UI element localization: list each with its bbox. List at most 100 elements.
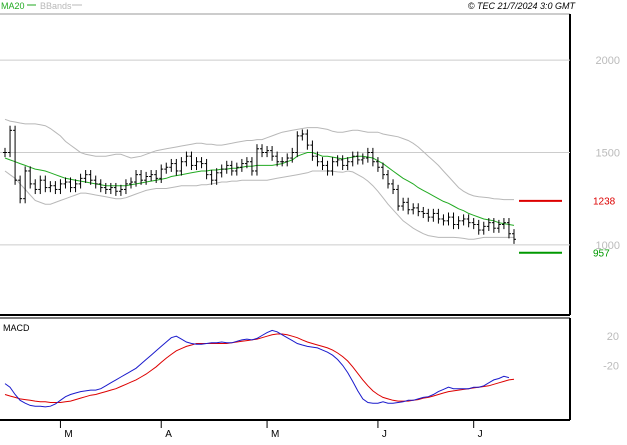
price-bar [234, 162, 239, 176]
price-bar [254, 144, 259, 176]
resistance-level-label: 1238 [593, 196, 616, 207]
price-bar [320, 157, 325, 171]
price-bar [491, 218, 496, 233]
price-bar [365, 147, 370, 163]
macd-title: MACD [3, 323, 30, 333]
macd-line [4, 329, 510, 408]
price-bar [275, 151, 280, 167]
price-bar [260, 144, 265, 158]
price-bar [501, 218, 506, 230]
ma20-line [4, 152, 515, 226]
price-bar [53, 181, 58, 195]
macd-tick-labels: 20 -20 [603, 331, 619, 372]
price-bar [406, 197, 411, 215]
signal-line [4, 333, 515, 403]
price-bar [391, 179, 396, 195]
month-label: M [64, 429, 72, 440]
price-bar [305, 129, 310, 150]
price-tick-label: 2000 [596, 55, 620, 67]
macd-tick-label: -20 [603, 360, 619, 372]
price-bar [98, 179, 103, 193]
price-bar [88, 170, 93, 185]
price-bar [330, 157, 335, 176]
price-panel: 2000 1500 1000 1238 957 [0, 13, 620, 316]
price-bar [451, 212, 456, 230]
price-bar [411, 203, 416, 215]
price-bar [229, 160, 234, 176]
price-bar [194, 157, 199, 171]
price-bar [214, 168, 219, 185]
price-bar [270, 146, 275, 161]
price-bar [174, 158, 179, 176]
price-bar [78, 173, 83, 189]
price-bar [486, 218, 491, 231]
price-bar [441, 214, 446, 226]
price-bar [118, 184, 123, 196]
price-bar [224, 160, 229, 174]
price-bar [310, 140, 315, 161]
price-bar [199, 157, 204, 169]
price-bar [340, 155, 345, 171]
price-bar [295, 131, 300, 158]
price-bar [108, 182, 113, 195]
support-resistance-levels: 1238 957 [519, 196, 616, 259]
price-bar [290, 147, 295, 163]
price-bar [345, 157, 350, 171]
price-bar [209, 170, 214, 185]
price-bars [3, 125, 516, 244]
price-bar [83, 170, 88, 183]
price-bar [436, 208, 441, 224]
bbands-lower-line [4, 170, 514, 240]
price-bar [144, 171, 149, 185]
price-bar [401, 197, 406, 211]
price-bar [239, 158, 244, 172]
price-bar [33, 179, 38, 195]
price-bar [446, 212, 451, 226]
price-bar [58, 179, 63, 195]
macd-tick-label: 20 [607, 331, 619, 343]
price-bar [113, 182, 118, 196]
price-bar [280, 157, 285, 167]
price-bar [350, 151, 355, 167]
price-bar [154, 170, 159, 183]
price-gridlines [0, 59, 570, 246]
price-bar [23, 166, 28, 204]
price-bar [360, 153, 365, 165]
bbands-upper-line [4, 118, 514, 201]
legend-bbands-label: BBands [40, 1, 72, 11]
price-bar [179, 157, 184, 176]
price-bar [73, 179, 78, 193]
price-bar [184, 151, 189, 167]
price-bar [396, 184, 401, 211]
price-bar [134, 170, 139, 187]
price-bar [139, 170, 144, 185]
price-bar [128, 177, 133, 189]
price-bar [426, 208, 431, 222]
month-label: J [478, 429, 483, 440]
price-bar [506, 218, 511, 239]
price-bar [355, 151, 360, 165]
header-legend: MA20 BBands © TEC 21/7/2024 3:0 GMT [1, 1, 576, 11]
support-level-label: 957 [593, 248, 610, 259]
price-bar [386, 170, 391, 189]
month-label: M [271, 429, 279, 440]
price-bar [189, 151, 194, 171]
legend-ma20-label: MA20 [1, 1, 25, 11]
price-bar [476, 219, 481, 235]
price-tick-label: 1500 [596, 147, 620, 159]
price-bar [8, 125, 13, 158]
price-bar [28, 166, 33, 189]
price-bar [315, 151, 320, 167]
price-bar [375, 157, 380, 172]
price-bar [3, 147, 7, 158]
price-bar [18, 175, 23, 204]
price-bar [123, 179, 128, 195]
price-bar [48, 181, 53, 193]
macd-panel: MACD 20 -20 [0, 317, 619, 421]
price-bar [43, 175, 48, 193]
price-bar [93, 175, 98, 189]
month-label: J [382, 429, 387, 440]
